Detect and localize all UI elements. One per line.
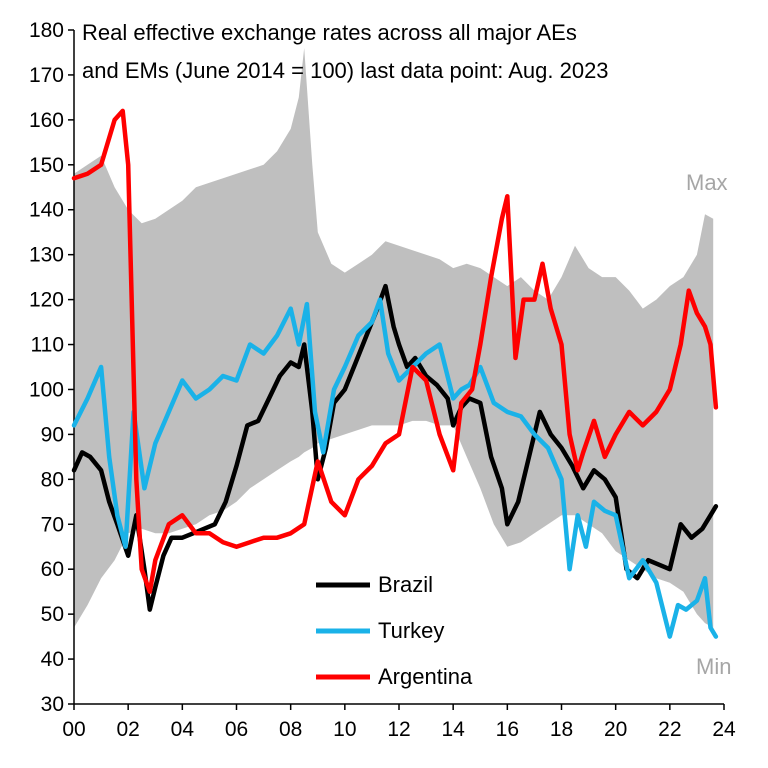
axes: 30 40 50 60 70 80 90 100 110 120 130 140 150 160 170 18… xyxy=(29,19,736,741)
band-min-label: Min xyxy=(696,654,731,679)
y-tick-label: 40 xyxy=(41,648,64,671)
x-tick-label: 16 xyxy=(496,718,519,741)
x-tick-label: 00 xyxy=(62,718,85,741)
x-tick-label: 04 xyxy=(171,718,195,741)
series-line-argentina xyxy=(71,108,719,594)
x-tick-label: 12 xyxy=(387,718,410,741)
series-line-turkey xyxy=(71,297,719,639)
y-tick-label: 150 xyxy=(29,154,64,177)
legend-label-brazil: Brazil xyxy=(378,572,433,597)
y-tick-label: 180 xyxy=(29,19,64,42)
y-tick-label: 110 xyxy=(31,334,64,357)
x-tick-label: 02 xyxy=(116,718,139,741)
y-tick-label: 50 xyxy=(41,603,64,626)
band-max-label: Max xyxy=(686,170,728,195)
legend-entry-turkey: Turkey xyxy=(316,618,444,643)
y-tick-label: 130 xyxy=(29,244,64,267)
y-tick-label: 140 xyxy=(29,199,64,222)
x-tick-label: 24 xyxy=(712,718,736,741)
y-tick-label: 100 xyxy=(29,378,64,401)
x-tick-label: 06 xyxy=(225,718,248,741)
y-tick-label: 60 xyxy=(41,558,64,581)
legend-label-turkey: Turkey xyxy=(378,618,444,643)
x-tick-label: 08 xyxy=(279,718,302,741)
max-min-band xyxy=(74,48,714,628)
y-tick-label: 160 xyxy=(29,109,64,132)
y-tick-label: 30 xyxy=(41,693,64,716)
y-tick-label: 70 xyxy=(41,513,64,536)
y-tick-label: 170 xyxy=(29,64,64,87)
band-area xyxy=(74,48,714,628)
chart-title-line-2: and EMs (June 2014 = 100) last data poin… xyxy=(82,58,609,83)
y-tick-label: 80 xyxy=(41,468,64,491)
x-tick-label: 22 xyxy=(658,718,681,741)
x-tick-label: 18 xyxy=(550,718,573,741)
y-tick-label: 90 xyxy=(41,423,64,446)
y-tick-label: 120 xyxy=(29,289,64,312)
legend-entry-brazil: Brazil xyxy=(316,572,433,597)
x-tick-label: 14 xyxy=(441,718,465,741)
series-lines xyxy=(71,108,719,639)
x-tick-label: 10 xyxy=(333,718,356,741)
legend-entry-argentina: Argentina xyxy=(316,664,473,689)
chart-title-line-1: Real effective exchange rates across all… xyxy=(82,20,577,45)
legend: Brazil Turkey Argentina xyxy=(316,572,473,689)
series-line-brazil xyxy=(71,283,719,612)
x-tick-label: 20 xyxy=(604,718,627,741)
legend-label-argentina: Argentina xyxy=(378,664,473,689)
